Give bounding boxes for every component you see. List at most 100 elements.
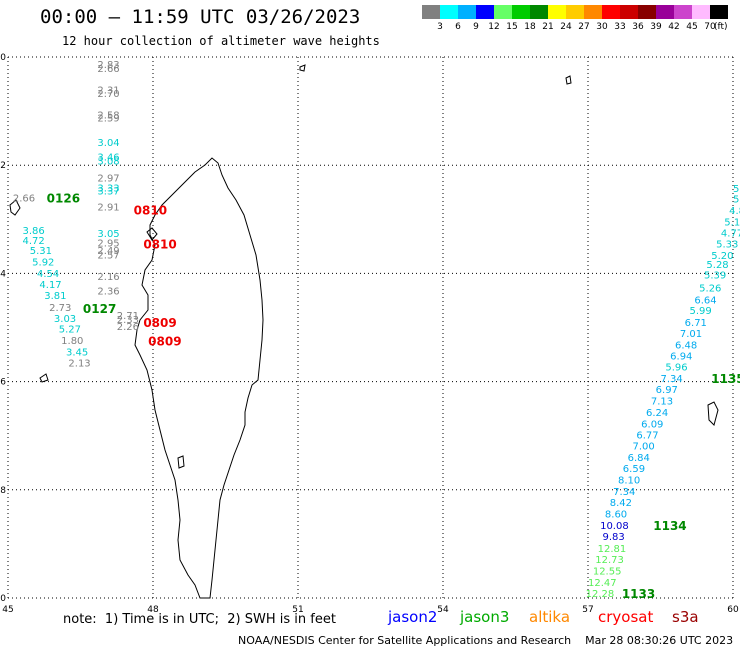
footer-credit: NOAA/NESDIS Center for Satellite Applica… <box>238 634 734 647</box>
scale-label: 36 <box>632 22 644 32</box>
wave-height-value: 7.01 <box>680 329 702 340</box>
wave-height-value: 2.13 <box>68 359 90 370</box>
wave-height-value: 3.04 <box>97 138 119 149</box>
juan-de-nova-island <box>177 455 185 469</box>
scale-label: 9 <box>473 22 479 32</box>
scale-label: 70 <box>704 22 716 32</box>
lat-tick-label: -14 <box>0 269 6 279</box>
wave-height-value: 8.60 <box>605 510 627 521</box>
wave-height-value: 4.17 <box>39 280 61 291</box>
wave-height-value: 6.84 <box>628 453 650 464</box>
satellite-legend-item: jason2 <box>388 608 438 626</box>
wave-height-value: 12.73 <box>595 555 624 566</box>
footer-note: note: 1) Time is in UTC; 2) SWH is in fe… <box>63 612 336 627</box>
wave-height-value: 2.97 <box>97 174 119 185</box>
scale-label: 27 <box>578 22 590 32</box>
wave-height-value: 6.71 <box>685 318 707 329</box>
west-coast-islet <box>39 373 49 383</box>
wave-height-value: 5.39 <box>704 270 726 281</box>
wave-height-value: 10.08 <box>600 521 629 532</box>
wave-height-value: 5.10 <box>724 217 740 228</box>
pass-time-label: 0809 <box>148 334 181 348</box>
wave-height-value: 8.42 <box>610 498 632 509</box>
wave-height-value: 3.81 <box>44 291 66 302</box>
lat-lon-grid: 45 48 51 54 57 60 -10 -12 -14 -16 -18 -20 <box>0 53 739 615</box>
bassas-island <box>299 64 306 72</box>
wave-height-value: 2.16 <box>97 272 119 283</box>
coastline <box>9 64 719 599</box>
pass-time-label: 0809 <box>143 316 176 330</box>
wave-height-value: 2.49 <box>97 246 119 257</box>
wave-height-value: 2.83 <box>97 60 119 71</box>
wave-height-value: 4.77 <box>721 228 740 239</box>
wave-height-value: 2.91 <box>97 202 119 213</box>
lon-tick-label: 45 <box>2 605 13 615</box>
scale-label: 30 <box>596 22 608 32</box>
wave-height-value: 5.20 <box>711 251 733 262</box>
wave-height-value: 6.64 <box>694 295 716 306</box>
scale-swatch <box>422 5 440 19</box>
map-subtitle: 12 hour collection of altimeter wave hei… <box>62 34 380 48</box>
wave-height-value: 3.37 <box>97 187 119 198</box>
wave-height-value: 3.33 <box>97 183 119 194</box>
scale-swatch <box>566 5 584 19</box>
pass-time-label: 0127 <box>83 302 116 316</box>
scale-swatch <box>512 5 530 19</box>
wave-height-value: 7.34 <box>613 487 635 498</box>
pass-time-label: 0810 <box>143 238 176 252</box>
wave-height-value: 2.70 <box>97 89 119 100</box>
pass-time-label: 0810 <box>134 204 167 218</box>
scale-swatch <box>530 5 548 19</box>
wave-height-value: 12.28 <box>586 589 615 600</box>
wave-height-value: 2.66 <box>13 194 35 205</box>
wave-height-value: 7.13 <box>651 397 673 408</box>
comoros-island <box>9 199 21 216</box>
scale-swatch <box>584 5 602 19</box>
scale-swatch <box>548 5 566 19</box>
wave-height-value: 2.59 <box>97 114 119 125</box>
scale-label: 45 <box>686 22 698 32</box>
scale-swatch <box>458 5 476 19</box>
wave-height-value: 7.00 <box>632 441 654 452</box>
wave-height-value: 6.24 <box>646 408 668 419</box>
madagascar-coastline <box>134 157 264 599</box>
agalega-island <box>565 75 572 85</box>
map-title: 00:00 – 11:59 UTC 03/26/2023 <box>40 6 361 28</box>
wave-height-value: 5.96 <box>665 362 687 373</box>
wave-height-value: 3.05 <box>97 229 119 240</box>
wave-height-value: 2.71 <box>117 311 139 322</box>
pass-time-label: 0126 <box>47 192 80 206</box>
wave-height-value: 3.86 <box>23 226 45 237</box>
satellite-legend-item: altika <box>529 608 571 626</box>
wave-height-value: 2.73 <box>49 303 71 314</box>
scale-label: 18 <box>524 22 536 32</box>
lon-tick-label: 51 <box>292 605 303 615</box>
scale-swatch <box>494 5 512 19</box>
scale-label: 42 <box>668 22 680 32</box>
wave-height-value: 5.28 <box>706 260 728 271</box>
lat-tick-label: -16 <box>0 378 6 388</box>
scale-label: 15 <box>506 22 518 32</box>
wave-height-value: 5. <box>733 195 740 206</box>
wave-height-value: 1.80 <box>61 336 83 347</box>
lat-tick-label: -12 <box>0 161 6 171</box>
wave-height-value: 5.33 <box>716 240 738 251</box>
wave-height-value: 3.45 <box>66 347 88 358</box>
scale-label: 3 <box>437 22 443 32</box>
wave-height-value: 2.66 <box>97 64 119 75</box>
lat-tick-label: -18 <box>0 486 6 496</box>
wave-height-value: 2.26 <box>117 322 139 333</box>
wave-height-value: 9.83 <box>603 532 625 543</box>
wave-height-value: 4.54 <box>37 269 59 280</box>
scale-swatch <box>620 5 638 19</box>
wave-height-value: 3.08 <box>97 156 119 167</box>
satellite-legend-item: cryosat <box>598 608 654 626</box>
scale-swatch <box>710 5 728 19</box>
wave-height-value: 12.47 <box>588 578 617 589</box>
lon-tick-label: 57 <box>582 605 593 615</box>
scale-swatch <box>656 5 674 19</box>
wave-height-value: 5. <box>733 184 740 195</box>
wave-height-value: 5.31 <box>30 246 52 257</box>
scale-label: 21 <box>542 22 554 32</box>
